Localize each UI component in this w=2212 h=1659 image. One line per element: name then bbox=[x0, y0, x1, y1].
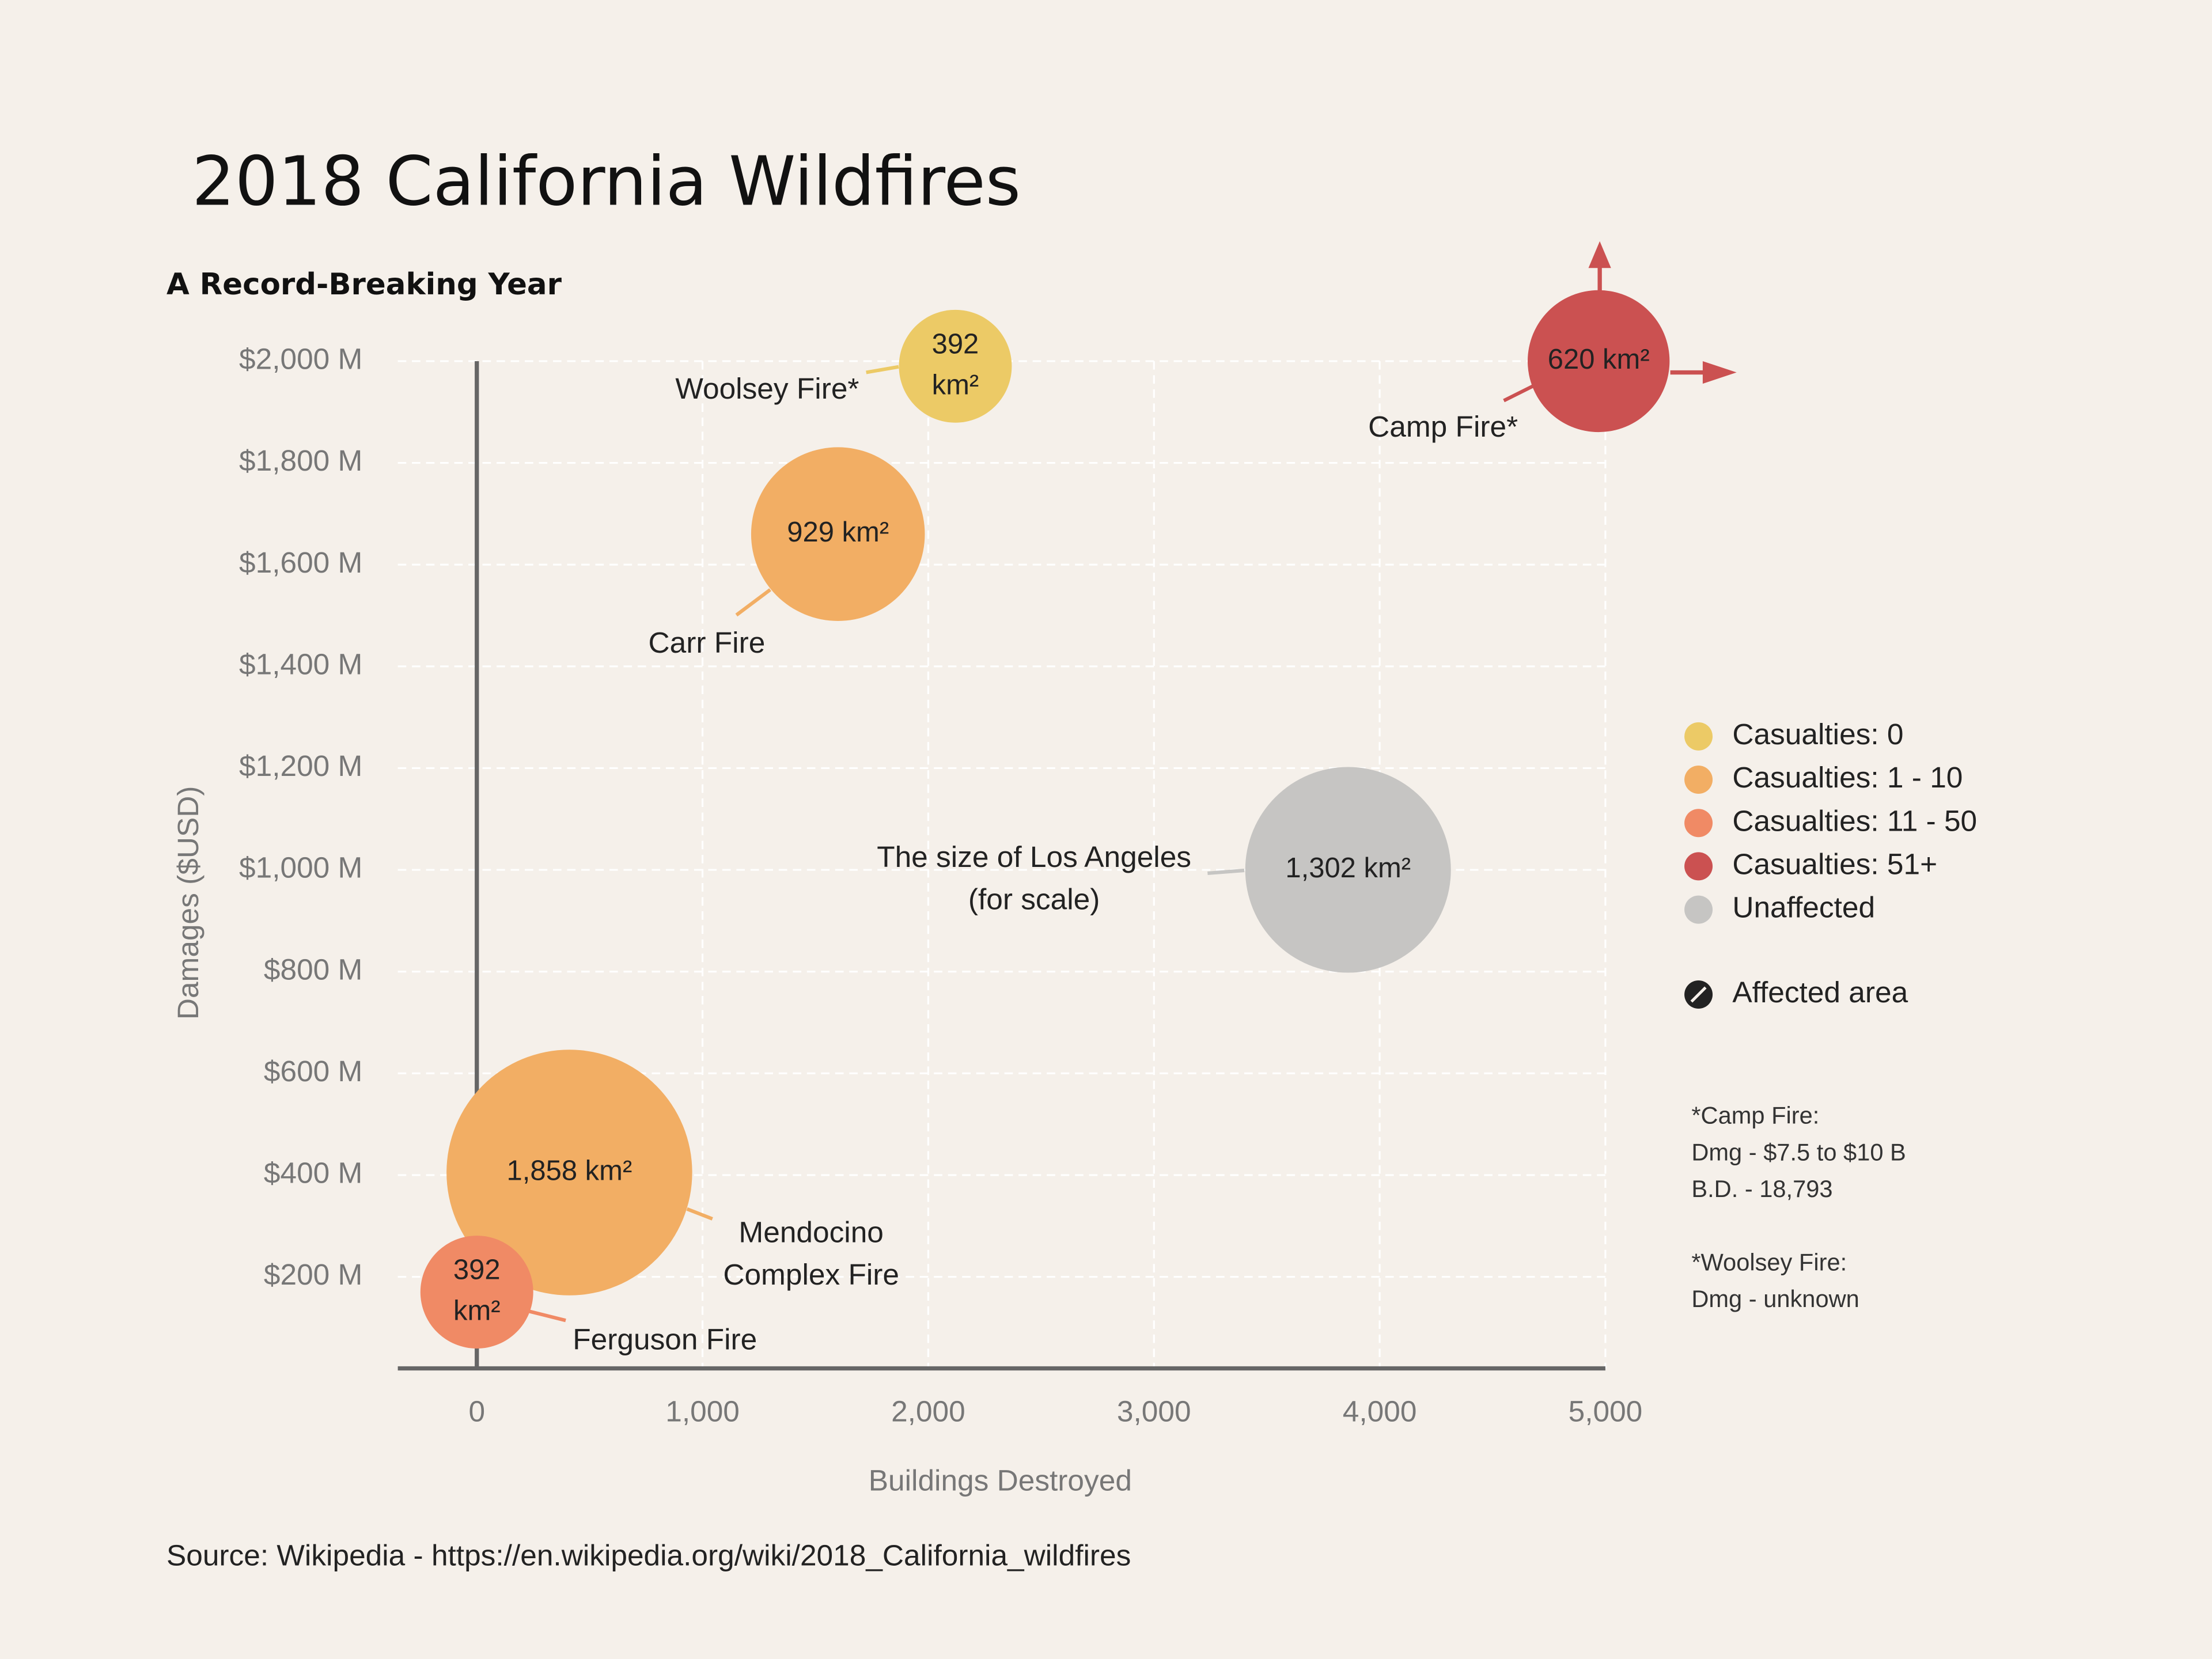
legend-swatch bbox=[1684, 722, 1713, 751]
fire-label: Woolsey Fire* bbox=[675, 372, 859, 405]
chart-subtitle: A Record-Breaking Year bbox=[166, 267, 562, 302]
y-tick-label: $200 M bbox=[264, 1257, 362, 1291]
y-tick-label: $1,600 M bbox=[239, 546, 362, 579]
source: Source: Wikipedia - https://en.wikipedia… bbox=[166, 1538, 1131, 1571]
arrow-head bbox=[1702, 361, 1737, 384]
legend-label: Casualties: 51+ bbox=[1732, 847, 1937, 880]
note: Dmg - unknown bbox=[1691, 1285, 1859, 1312]
x-tick-label: 1,000 bbox=[665, 1394, 740, 1427]
legend-label: Casualties: 11 - 50 bbox=[1732, 804, 1977, 837]
y-axis-title: Damages ($USD) bbox=[171, 786, 204, 1020]
leader-line bbox=[525, 1309, 566, 1323]
fire-label: Carr Fire bbox=[649, 626, 766, 659]
x-tick-label: 5,000 bbox=[1569, 1394, 1643, 1427]
legend-swatch bbox=[1684, 766, 1713, 794]
y-tick-label: $2,000 M bbox=[239, 342, 362, 376]
legend-swatch bbox=[1684, 809, 1713, 838]
x-tick-label: 4,000 bbox=[1343, 1394, 1417, 1427]
leader-line bbox=[866, 365, 899, 374]
legend-swatch bbox=[1684, 852, 1713, 881]
leader-line bbox=[735, 588, 771, 617]
bubble bbox=[446, 1050, 692, 1296]
y-tick-label: $1,200 M bbox=[239, 749, 362, 782]
bubble-label: 620 km² bbox=[1548, 344, 1650, 375]
bubble bbox=[1245, 767, 1451, 973]
fire-label: Mendocino bbox=[738, 1215, 883, 1248]
camp-arrows bbox=[1588, 241, 1737, 384]
legend-label: Affected area bbox=[1732, 975, 1908, 1009]
bubble-label: 1,858 km² bbox=[507, 1155, 632, 1186]
chart-title: 2018 California Wildfires bbox=[192, 142, 1021, 221]
bubble bbox=[751, 447, 925, 621]
legend-label: Casualties: 0 bbox=[1732, 717, 1903, 751]
bubble bbox=[1528, 290, 1670, 433]
fire-label: (for scale) bbox=[968, 882, 1100, 915]
y-tick-label: $1,400 M bbox=[239, 647, 362, 680]
legend-label: Casualties: 1 - 10 bbox=[1732, 760, 1963, 794]
bubble-label: 392 km² bbox=[453, 1254, 501, 1326]
bubble bbox=[899, 309, 1012, 423]
fire-label: Camp Fire* bbox=[1368, 410, 1518, 443]
x-axis-title: Buildings Destroyed bbox=[869, 1463, 1132, 1497]
y-tick-label: $1,800 M bbox=[239, 444, 362, 477]
fire-label: Complex Fire bbox=[723, 1257, 899, 1291]
y-tick-label: $1,000 M bbox=[239, 851, 362, 884]
x-tick-label: 2,000 bbox=[891, 1394, 965, 1427]
bubble-label: 1,302 km² bbox=[1285, 853, 1411, 884]
note: *Woolsey Fire: bbox=[1691, 1248, 1847, 1275]
x-tick-label: 0 bbox=[468, 1394, 485, 1427]
bubble-label: 929 km² bbox=[787, 517, 889, 548]
fire-label: Ferguson Fire bbox=[573, 1323, 757, 1356]
fire-label: The size of Los Angeles bbox=[877, 840, 1191, 873]
legend-icon-arrow bbox=[1690, 986, 1707, 1003]
leader-line bbox=[686, 1207, 713, 1221]
bubble-label: 392 km² bbox=[932, 328, 979, 400]
legend-label: Unaffected bbox=[1732, 891, 1875, 924]
legend-swatch bbox=[1684, 895, 1713, 924]
x-tick-label: 3,000 bbox=[1117, 1394, 1191, 1427]
note: B.D. - 18,793 bbox=[1691, 1175, 1832, 1202]
y-tick-label: $800 M bbox=[264, 952, 362, 986]
y-tick-label: $400 M bbox=[264, 1156, 362, 1190]
bubble bbox=[420, 1236, 533, 1349]
y-tick-label: $600 M bbox=[264, 1054, 362, 1088]
note: *Camp Fire: bbox=[1691, 1102, 1819, 1129]
arrow-head bbox=[1588, 241, 1611, 268]
leader-line bbox=[1207, 868, 1245, 875]
note: Dmg - $7.5 to $10 B bbox=[1691, 1138, 1906, 1165]
